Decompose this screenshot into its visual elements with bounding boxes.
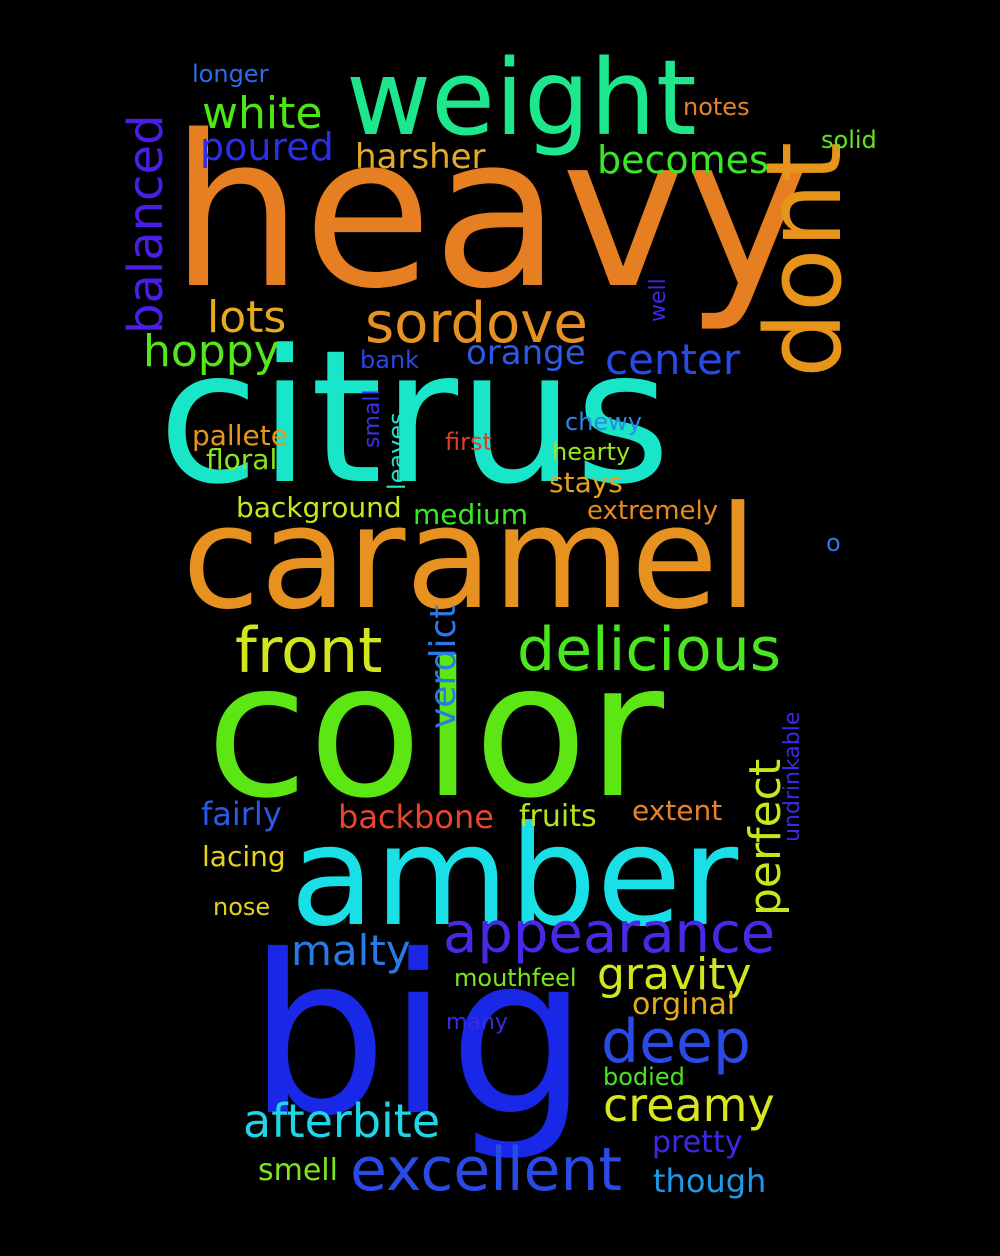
word-bodied: bodied bbox=[603, 1063, 685, 1091]
word-though: though bbox=[653, 1162, 767, 1200]
word-mouthfeel: mouthfeel bbox=[454, 964, 577, 992]
word-small: small bbox=[360, 389, 385, 448]
word-appearance: appearance bbox=[443, 901, 776, 966]
word-afterbite: afterbite bbox=[243, 1094, 441, 1148]
word-pallete: pallete bbox=[192, 419, 288, 452]
word-gravity: gravity bbox=[597, 949, 752, 1000]
word-hoppy: hoppy bbox=[143, 326, 280, 377]
word-becomes: becomes bbox=[597, 138, 769, 182]
word-color: color bbox=[206, 622, 665, 839]
word-pretty: pretty bbox=[652, 1125, 743, 1160]
word-lacing: lacing bbox=[202, 840, 286, 873]
word-sordove: sordove bbox=[365, 291, 588, 356]
word-fairly: fairly bbox=[201, 795, 282, 833]
word-background: background bbox=[236, 491, 402, 524]
word-first: first bbox=[445, 428, 492, 456]
word-notes: notes bbox=[683, 93, 750, 121]
word-fruits: fruits bbox=[519, 799, 597, 834]
word-heavy: heavy bbox=[170, 90, 810, 335]
word-white: white bbox=[202, 88, 323, 139]
word-solid: solid bbox=[821, 126, 877, 154]
word-extent: extent bbox=[632, 794, 723, 827]
word-poured: poured bbox=[200, 125, 334, 169]
word-harsher: harsher bbox=[355, 137, 486, 177]
word-backbone: backbone bbox=[338, 798, 494, 836]
word-perfect: perfect bbox=[740, 758, 791, 916]
word-leaves: leaves bbox=[383, 412, 411, 490]
word-weight: weight bbox=[346, 37, 697, 159]
word-o: o bbox=[826, 529, 841, 557]
word-stays: stays bbox=[549, 466, 623, 499]
word-many: many bbox=[446, 1010, 508, 1035]
word-amber: amber bbox=[290, 796, 739, 957]
word-smell: smell bbox=[258, 1153, 338, 1188]
word-creamy: creamy bbox=[603, 1078, 775, 1132]
word-caramel: caramel bbox=[182, 476, 758, 641]
word-well: well bbox=[646, 278, 671, 322]
word-medium: medium bbox=[413, 498, 529, 531]
word-excellent: excellent bbox=[350, 1135, 623, 1205]
word-malty: malty bbox=[291, 926, 411, 975]
word-floral: floral bbox=[206, 443, 278, 476]
word-deep: deep bbox=[601, 1007, 751, 1077]
word-bank: bank bbox=[360, 346, 420, 374]
word-nose: nose bbox=[213, 893, 271, 921]
word-big: big bbox=[248, 908, 589, 1164]
word-orange: orange bbox=[466, 333, 586, 373]
word-lots: lots bbox=[207, 292, 287, 343]
word-delicious: delicious bbox=[517, 615, 781, 685]
word-extremely: extremely bbox=[587, 496, 719, 526]
word-hearty: hearty bbox=[552, 438, 631, 466]
word-front: front bbox=[235, 614, 383, 687]
word-chewy: chewy bbox=[565, 408, 643, 436]
word-verdict: verdict bbox=[423, 604, 464, 729]
word-longer: longer bbox=[192, 60, 269, 88]
word-orginal: orginal bbox=[632, 987, 736, 1022]
word-center: center bbox=[605, 335, 741, 384]
word-citrus: citrus bbox=[158, 311, 671, 525]
word-balanced: balanced bbox=[118, 114, 174, 334]
